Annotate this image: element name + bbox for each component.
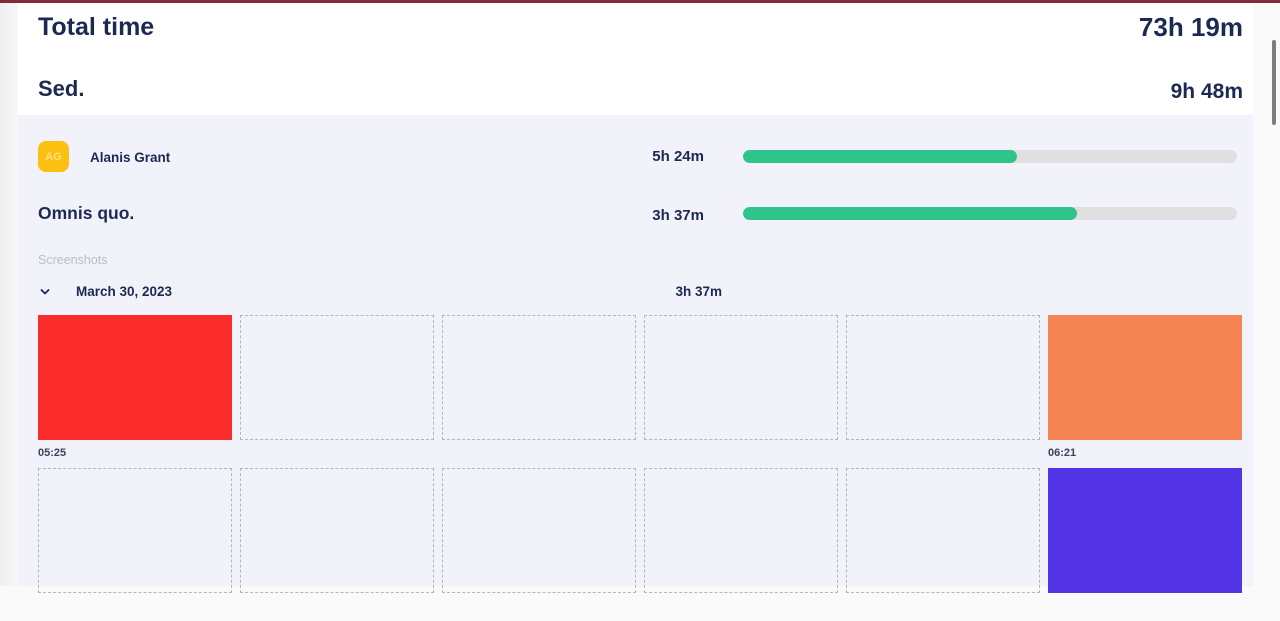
totals-header: Total time 73h 19m Sed. 9h 48m (18, 3, 1253, 115)
date-group-total: 3h 37m (675, 284, 722, 299)
left-gutter (0, 3, 18, 586)
screenshot-timestamp (240, 593, 434, 621)
screenshot-placeholder (38, 468, 232, 593)
member-progress-bar (743, 150, 1237, 163)
screenshot-timestamp (442, 593, 636, 621)
project-time: 3h 37m (652, 207, 704, 224)
total-time-label: Total time (38, 13, 155, 41)
screenshot-placeholder (240, 315, 434, 440)
window-top-border (0, 0, 1280, 3)
screenshot-cell: 05:25 (38, 315, 232, 468)
screenshot-thumbnail[interactable] (38, 315, 232, 440)
screenshot-placeholder (442, 468, 636, 593)
screenshot-placeholder (644, 468, 838, 593)
screenshot-cell (240, 468, 434, 621)
screenshot-timestamp (846, 593, 1040, 621)
screenshot-placeholder (846, 468, 1040, 593)
project-progress-bar (743, 207, 1237, 220)
screenshot-cell (644, 468, 838, 621)
project-progress-fill (743, 207, 1077, 220)
screenshot-cell (240, 315, 434, 468)
screenshot-cell (1048, 468, 1242, 621)
screenshot-placeholder (442, 315, 636, 440)
screenshots-section-label: Screenshots (38, 253, 108, 267)
screenshot-placeholder (644, 315, 838, 440)
screenshot-timestamp (644, 440, 838, 468)
project-name[interactable]: Omnis quo. (38, 203, 135, 223)
screenshot-timestamp (240, 440, 434, 468)
screenshot-timestamp (38, 593, 232, 621)
screenshot-thumbnail[interactable] (1048, 468, 1242, 593)
screenshot-timestamp (442, 440, 636, 468)
day-label: Sed. (38, 76, 85, 101)
screenshot-cell (846, 315, 1040, 468)
day-detail-panel: AG Alanis Grant 5h 24m Omnis quo. 3h 37m… (18, 115, 1253, 593)
member-name[interactable]: Alanis Grant (90, 150, 171, 165)
screenshot-thumbnail[interactable] (1048, 315, 1242, 440)
screenshot-placeholder (846, 315, 1040, 440)
avatar[interactable]: AG (38, 141, 69, 172)
screenshot-cell (644, 315, 838, 468)
date-group-label[interactable]: March 30, 2023 (76, 284, 173, 299)
screenshot-timestamp (1048, 593, 1242, 621)
screenshot-cell: 06:21 (1048, 315, 1242, 468)
screenshot-timestamp: 05:25 (38, 447, 67, 459)
date-group-row: March 30, 2023 3h 37m (38, 284, 1242, 302)
vertical-scrollbar[interactable] (1272, 40, 1276, 125)
member-time: 5h 24m (652, 148, 704, 165)
report-page: Total time 73h 19m Sed. 9h 48m AG Alanis… (18, 3, 1253, 593)
screenshot-cell (38, 468, 232, 621)
member-progress-fill (743, 150, 1018, 163)
screenshot-cell (846, 468, 1040, 621)
screenshot-timestamp (644, 593, 838, 621)
chevron-down-icon[interactable] (40, 287, 50, 297)
total-time-value: 73h 19m (1138, 12, 1243, 42)
screenshot-timestamp: 06:21 (1048, 447, 1077, 459)
screenshot-placeholder (240, 468, 434, 593)
screenshot-timestamp (846, 440, 1040, 468)
screenshot-cell (442, 468, 636, 621)
screenshot-grid: 05:25 06:21 (38, 315, 1242, 621)
day-total-value: 9h 48m (1170, 80, 1243, 103)
screenshot-cell (442, 315, 636, 468)
